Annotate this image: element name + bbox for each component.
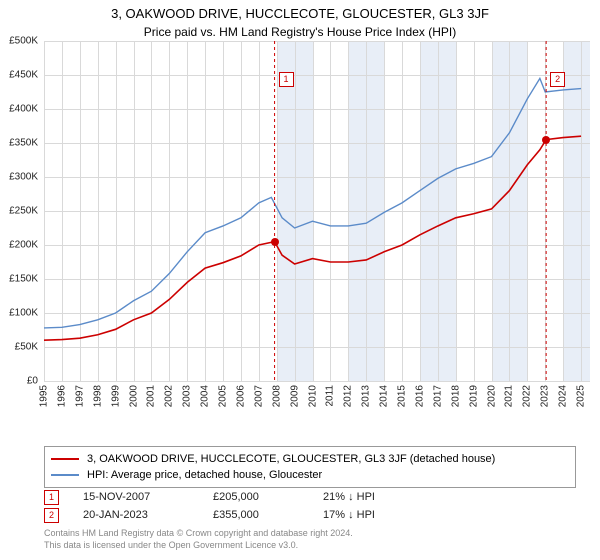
legend-row: HPI: Average price, detached house, Glou… — [51, 467, 569, 483]
chart-area: 12 £0£50K£100K£150K£200K£250K£300K£350K£… — [44, 41, 590, 411]
xtick-label: 2003 — [182, 385, 193, 407]
ytick-label: £200K — [0, 240, 38, 251]
xtick-label: 2017 — [432, 385, 443, 407]
xtick-label: 2006 — [235, 385, 246, 407]
xtick-label: 2024 — [558, 385, 569, 407]
series-price_paid — [44, 136, 581, 340]
event-date: 20-JAN-2023 — [83, 509, 213, 521]
legend-label: 3, OAKWOOD DRIVE, HUCCLECOTE, GLOUCESTER… — [87, 453, 495, 465]
xtick-label: 2016 — [414, 385, 425, 407]
xtick-label: 2018 — [450, 385, 461, 407]
footer-line1: Contains HM Land Registry data © Crown c… — [44, 528, 576, 540]
xtick-label: 2013 — [361, 385, 372, 407]
sale-dot — [542, 136, 550, 144]
chart-title-address: 3, OAKWOOD DRIVE, HUCCLECOTE, GLOUCESTER… — [0, 0, 600, 21]
ytick-label: £0 — [0, 376, 38, 387]
xtick-label: 1998 — [92, 385, 103, 407]
xtick-label: 2007 — [253, 385, 264, 407]
legend-row: 3, OAKWOOD DRIVE, HUCCLECOTE, GLOUCESTER… — [51, 451, 569, 467]
footer-attribution: Contains HM Land Registry data © Crown c… — [44, 528, 576, 551]
sale-events: 1 15-NOV-2007£205,00021% ↓ HPI 2 20-JAN-202… — [44, 488, 576, 524]
footer-line2: This data is licensed under the Open Gov… — [44, 540, 576, 552]
xtick-label: 2015 — [397, 385, 408, 407]
xtick-label: 2019 — [468, 385, 479, 407]
event-date: 15-NOV-2007 — [83, 491, 213, 503]
sale-marker-label: 1 — [279, 72, 294, 87]
ytick-label: £450K — [0, 70, 38, 81]
xtick-label: 1999 — [110, 385, 121, 407]
legend-swatch — [51, 474, 79, 475]
event-price: £355,000 — [213, 509, 323, 521]
ytick-label: £150K — [0, 274, 38, 285]
chart-svg — [44, 41, 590, 381]
xtick-label: 2000 — [128, 385, 139, 407]
series-hpi — [44, 78, 581, 328]
xtick-label: 2001 — [146, 385, 157, 407]
xtick-label: 2022 — [522, 385, 533, 407]
event-marker: 1 — [44, 490, 59, 505]
xtick-label: 2025 — [576, 385, 587, 407]
xtick-label: 2023 — [540, 385, 551, 407]
legend-label: HPI: Average price, detached house, Glou… — [87, 469, 322, 481]
ytick-label: £50K — [0, 342, 38, 353]
ytick-label: £100K — [0, 308, 38, 319]
xtick-label: 2004 — [200, 385, 211, 407]
xtick-label: 1997 — [74, 385, 85, 407]
xtick-label: 2009 — [289, 385, 300, 407]
sale-dot — [271, 238, 279, 246]
xtick-label: 2002 — [164, 385, 175, 407]
xtick-label: 2012 — [343, 385, 354, 407]
ytick-label: £500K — [0, 36, 38, 47]
ytick-label: £300K — [0, 172, 38, 183]
xtick-label: 2008 — [271, 385, 282, 407]
event-marker: 2 — [44, 508, 59, 523]
xtick-label: 1996 — [56, 385, 67, 407]
event-row: 1 15-NOV-2007£205,00021% ↓ HPI — [44, 488, 576, 506]
xtick-label: 1995 — [39, 385, 50, 407]
xtick-label: 2020 — [486, 385, 497, 407]
event-diff: 21% ↓ HPI — [323, 491, 443, 503]
xtick-label: 2010 — [307, 385, 318, 407]
gridline-h — [44, 381, 590, 382]
legend-swatch — [51, 458, 79, 460]
ytick-label: £250K — [0, 206, 38, 217]
xtick-label: 2021 — [504, 385, 515, 407]
event-row: 2 20-JAN-2023£355,00017% ↓ HPI — [44, 506, 576, 524]
xtick-label: 2005 — [218, 385, 229, 407]
xtick-label: 2014 — [379, 385, 390, 407]
ytick-label: £350K — [0, 138, 38, 149]
legend: 3, OAKWOOD DRIVE, HUCCLECOTE, GLOUCESTER… — [44, 446, 576, 488]
xtick-label: 2011 — [325, 385, 336, 407]
plot-background: 12 — [44, 41, 590, 381]
sale-marker-label: 2 — [550, 72, 565, 87]
ytick-label: £400K — [0, 104, 38, 115]
event-diff: 17% ↓ HPI — [323, 509, 443, 521]
chart-title-sub: Price paid vs. HM Land Registry's House … — [0, 21, 600, 41]
event-price: £205,000 — [213, 491, 323, 503]
